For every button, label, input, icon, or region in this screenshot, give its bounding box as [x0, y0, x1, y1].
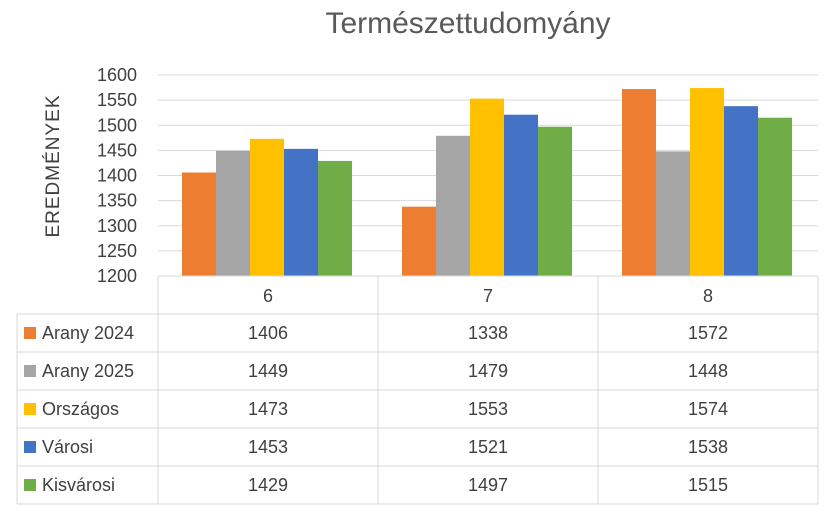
data-label: 1574: [688, 399, 728, 419]
legend-label: Arany 2024: [42, 323, 134, 343]
data-label: 1448: [688, 361, 728, 381]
legend-label: Városi: [42, 437, 93, 457]
legend-swatch: [24, 327, 36, 339]
bar-országos-7: [470, 98, 504, 277]
bar-országos-6: [250, 138, 284, 276]
data-label: 1406: [248, 323, 288, 343]
bar-kisvárosi-6: [318, 160, 352, 276]
data-label: 1429: [248, 475, 288, 495]
x-tick-label: 8: [703, 286, 713, 306]
chart-title: Természettudomyány: [325, 7, 610, 40]
legend-swatch: [24, 441, 36, 453]
data-label: 1553: [468, 399, 508, 419]
y-tick-label: 1550: [97, 90, 137, 110]
data-label: 1572: [688, 323, 728, 343]
y-tick-label: 1600: [97, 65, 137, 85]
y-tick-label: 1350: [97, 191, 137, 211]
data-label: 1521: [468, 437, 508, 457]
data-table: 6 7 8 Arany 2024 1406 1338 1572 Arany 2025 1449 1…: [16, 275, 819, 505]
y-tick-label: 1450: [97, 140, 137, 160]
data-label: 1479: [468, 361, 508, 381]
data-label: 1453: [248, 437, 288, 457]
data-label: 1515: [688, 475, 728, 495]
data-label: 1338: [468, 323, 508, 343]
bar-országos-8: [690, 88, 724, 276]
bars: [182, 88, 792, 277]
bar-arany-2025-7: [436, 135, 470, 276]
y-tick-label: 1250: [97, 241, 137, 261]
y-tick-label: 1500: [97, 115, 137, 135]
bar-kisvárosi-8: [758, 117, 792, 277]
bar-arany-2024-7: [402, 206, 436, 276]
data-label: 1497: [468, 475, 508, 495]
legend-label: Országos: [42, 399, 119, 419]
bar-városi-7: [504, 114, 538, 276]
y-tick-labels: 1200 1250 1300 1350 1400 1450 1500 1550 1600: [97, 65, 137, 286]
legend-label: Arany 2025: [42, 361, 134, 381]
y-axis-label: EREDMÉNYEK: [43, 94, 64, 237]
x-tick-label: 6: [263, 286, 273, 306]
y-tick-label: 1400: [97, 166, 137, 186]
bar-arany-2025-6: [216, 150, 250, 276]
data-label: 1473: [248, 399, 288, 419]
legend-swatch: [24, 403, 36, 415]
bar-arany-2025-8: [656, 151, 690, 276]
bar-arany-2024-8: [622, 89, 656, 276]
bar-városi-8: [724, 106, 758, 276]
bar-arany-2024-6: [182, 172, 216, 276]
bar-városi-6: [284, 148, 318, 276]
y-tick-label: 1300: [97, 216, 137, 236]
bar-kisvárosi-7: [538, 126, 572, 276]
legend-swatch: [24, 365, 36, 377]
y-tick-label: 1200: [97, 266, 137, 286]
legend-label: Kisvárosi: [42, 475, 115, 495]
data-label: 1538: [688, 437, 728, 457]
data-label: 1449: [248, 361, 288, 381]
x-tick-label: 7: [483, 286, 493, 306]
legend-swatch: [24, 479, 36, 491]
